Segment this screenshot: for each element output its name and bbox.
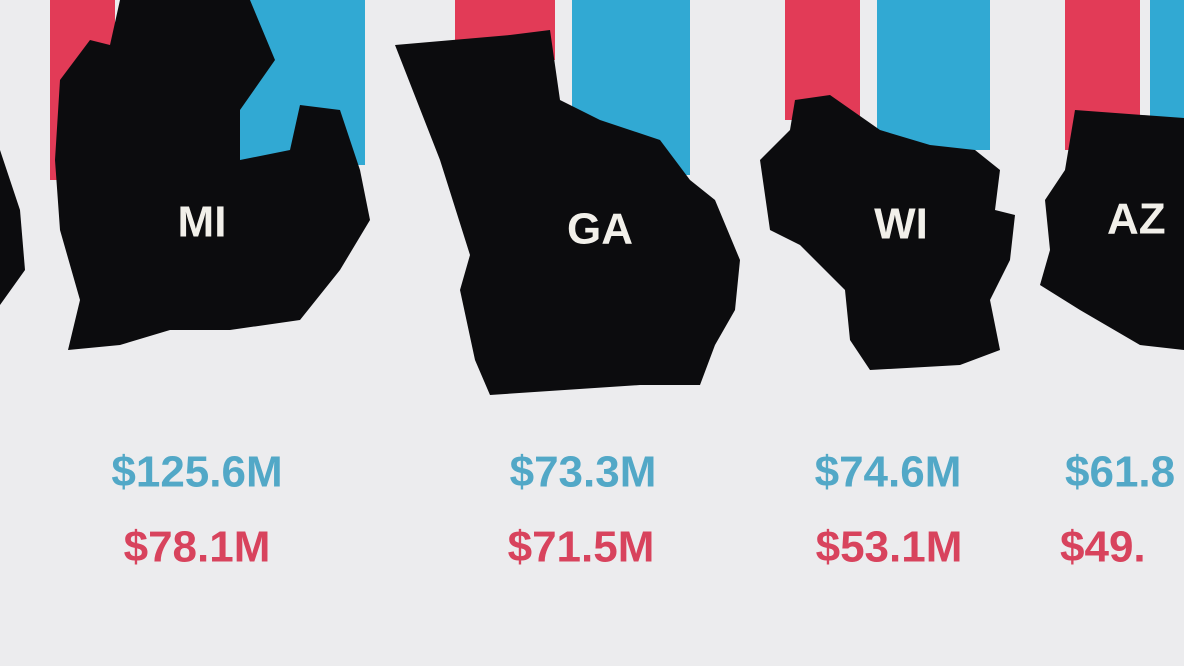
state-shape xyxy=(1040,110,1184,350)
red-amount: $71.5M xyxy=(508,523,655,572)
blue-bar xyxy=(877,0,990,150)
blue-bar xyxy=(1150,0,1184,130)
red-amount: $78.1M xyxy=(124,523,271,572)
blue-amount: $61.8 xyxy=(1065,448,1175,497)
red-amount: $49. xyxy=(1060,523,1146,572)
blue-amount: $125.6M xyxy=(111,448,282,497)
state-abbr: AZ xyxy=(1107,195,1166,244)
state-shape xyxy=(760,95,1015,370)
state-shape xyxy=(0,150,25,305)
state-shapes xyxy=(0,0,1184,395)
state-abbr: GA xyxy=(567,205,633,254)
state-shape xyxy=(55,0,370,350)
state-shape xyxy=(395,30,740,395)
state-abbr: WI xyxy=(874,200,928,249)
blue-amount: $73.3M xyxy=(510,448,657,497)
red-amount: $53.1M xyxy=(816,523,963,572)
state-abbr: MI xyxy=(178,198,227,247)
blue-amount: $74.6M xyxy=(815,448,962,497)
